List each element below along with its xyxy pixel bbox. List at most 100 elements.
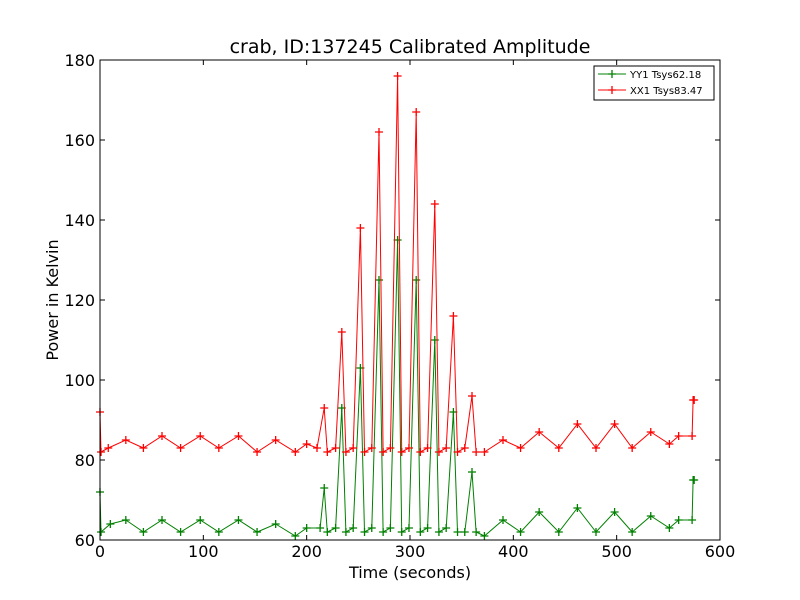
data-point: [379, 528, 388, 536]
data-point: [139, 528, 148, 536]
x-tick-label: 100: [188, 542, 219, 561]
y-tick-label: 120: [64, 291, 95, 310]
data-point: [665, 440, 674, 448]
x-tick-label: 0: [95, 542, 105, 561]
data-point: [360, 528, 369, 536]
data-point: [453, 528, 462, 536]
data-point: [375, 128, 383, 136]
data-point: [646, 428, 655, 436]
data-point: [442, 524, 451, 532]
legend-marker: [608, 70, 616, 78]
data-point: [397, 448, 406, 456]
y-tick-label: 180: [64, 51, 95, 70]
x-tick-label: 600: [705, 542, 736, 561]
series-1: [96, 236, 699, 540]
data-point: [442, 444, 451, 452]
data-point: [214, 528, 223, 536]
y-tick-label: 60: [75, 531, 95, 550]
data-point: [610, 420, 619, 428]
data-point: [291, 532, 300, 540]
data-point: [646, 512, 655, 520]
data-point: [535, 428, 544, 436]
data-point: [360, 448, 369, 456]
y-tick-label: 80: [75, 451, 95, 470]
y-axis-label: Power in Kelvin: [43, 239, 62, 360]
data-point: [499, 516, 507, 524]
data-point: [688, 516, 697, 524]
data-point: [573, 504, 582, 512]
series-line: [99, 75, 695, 453]
data-point: [331, 524, 340, 532]
data-point: [253, 528, 262, 536]
data-point: [320, 404, 329, 412]
data-point: [573, 420, 582, 428]
data-point: [158, 516, 166, 524]
series-line: [99, 239, 695, 537]
data-point: [592, 528, 600, 536]
data-point: [121, 516, 130, 524]
data-point: [291, 448, 300, 456]
data-point: [97, 528, 106, 536]
data-point: [554, 528, 563, 536]
data-point: [234, 432, 243, 440]
data-point: [460, 528, 469, 536]
data-point: [554, 444, 563, 452]
data-point: [97, 448, 106, 456]
y-tick-label: 140: [64, 211, 95, 230]
data-point: [397, 528, 406, 536]
data-point: [349, 444, 358, 452]
y-tick-label: 160: [64, 131, 95, 150]
data-point: [592, 444, 600, 452]
data-point: [404, 444, 413, 452]
data-point: [139, 444, 148, 452]
x-tick-label: 400: [498, 542, 529, 561]
data-point: [416, 528, 425, 536]
data-point: [674, 516, 683, 524]
series-2: [96, 72, 699, 456]
legend-marker: [608, 86, 616, 94]
data-point: [674, 432, 683, 440]
data-point: [196, 516, 205, 524]
data-point: [472, 448, 481, 456]
data-point: [313, 444, 321, 452]
legend-label: YY1 Tsys62.18: [629, 70, 701, 81]
data-point: [214, 444, 223, 452]
data-point: [176, 528, 185, 536]
data-point: [158, 432, 166, 440]
data-point: [375, 276, 383, 284]
data-point: [349, 524, 358, 532]
data-point: [356, 224, 365, 232]
data-point: [665, 524, 674, 532]
data-point: [480, 448, 489, 456]
data-point: [393, 236, 402, 244]
plot-frame: [99, 59, 721, 541]
data-point: [367, 444, 376, 452]
data-point: [316, 524, 325, 532]
chart-title: crab, ID:137245 Calibrated Amplitude: [230, 36, 591, 58]
data-point: [412, 276, 421, 284]
data-point: [460, 444, 469, 452]
legend-label: XX1 Tsys83.47: [630, 86, 703, 97]
data-point: [535, 508, 544, 516]
data-point: [121, 436, 130, 444]
data-point: [430, 336, 439, 344]
data-point: [337, 328, 346, 336]
axis-ticks: 0 100 200 300 400 500 600 60 80 100 120 140 160 180: [64, 51, 735, 561]
data-point: [253, 448, 262, 456]
data-point: [386, 524, 395, 532]
data-point: [423, 524, 432, 532]
data-point: [196, 432, 205, 440]
legend: YY1 Tsys62.18 XX1 Tsys83.47: [593, 65, 715, 101]
data-point: [331, 444, 340, 452]
data-point: [472, 528, 481, 536]
x-axis-label: Time (seconds): [348, 563, 471, 582]
data-point: [499, 436, 507, 444]
data-point: [341, 448, 350, 456]
data-point: [386, 444, 395, 452]
data-point: [106, 520, 115, 528]
data-point: [516, 528, 525, 536]
data-point: [468, 392, 476, 400]
data-point: [690, 476, 699, 484]
data-point: [341, 528, 350, 536]
